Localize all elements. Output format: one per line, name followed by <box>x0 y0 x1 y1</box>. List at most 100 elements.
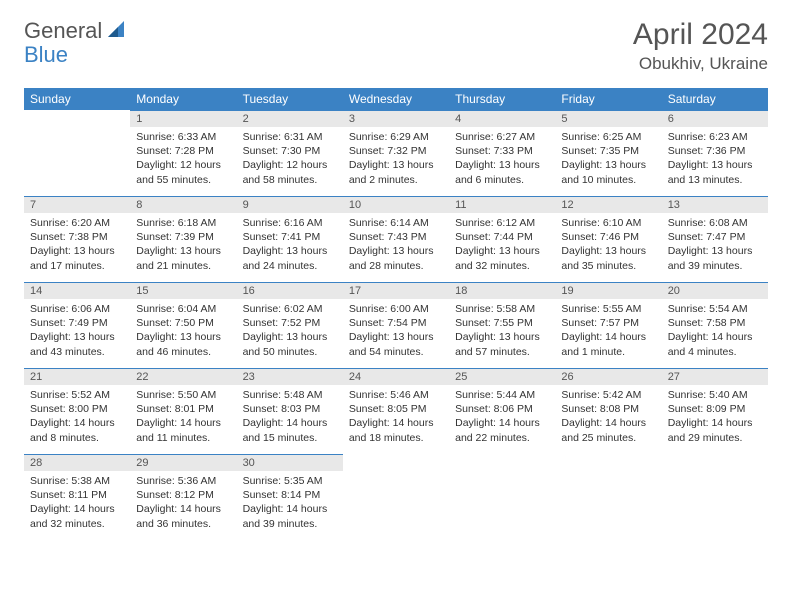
sunrise-text: Sunrise: 5:52 AM <box>30 388 124 402</box>
weekday-header: Wednesday <box>343 88 449 110</box>
day-content: Sunrise: 6:14 AMSunset: 7:43 PMDaylight:… <box>343 213 449 277</box>
day-content: Sunrise: 6:10 AMSunset: 7:46 PMDaylight:… <box>555 213 661 277</box>
daylight-text-2: and 10 minutes. <box>561 173 655 187</box>
day-content: Sunrise: 6:16 AMSunset: 7:41 PMDaylight:… <box>237 213 343 277</box>
sunset-text: Sunset: 8:03 PM <box>243 402 337 416</box>
daylight-text-1: Daylight: 13 hours <box>30 330 124 344</box>
day-content: Sunrise: 6:20 AMSunset: 7:38 PMDaylight:… <box>24 213 130 277</box>
daylight-text-1: Daylight: 14 hours <box>136 502 230 516</box>
sunset-text: Sunset: 7:54 PM <box>349 316 443 330</box>
sunrise-text: Sunrise: 6:27 AM <box>455 130 549 144</box>
daylight-text-1: Daylight: 13 hours <box>455 244 549 258</box>
day-content: Sunrise: 6:29 AMSunset: 7:32 PMDaylight:… <box>343 127 449 191</box>
calendar-day-cell: 20Sunrise: 5:54 AMSunset: 7:58 PMDayligh… <box>662 282 768 368</box>
sunrise-text: Sunrise: 6:06 AM <box>30 302 124 316</box>
daylight-text-1: Daylight: 14 hours <box>243 416 337 430</box>
day-content: Sunrise: 6:25 AMSunset: 7:35 PMDaylight:… <box>555 127 661 191</box>
sunrise-text: Sunrise: 6:33 AM <box>136 130 230 144</box>
sunrise-text: Sunrise: 6:20 AM <box>30 216 124 230</box>
sunset-text: Sunset: 8:12 PM <box>136 488 230 502</box>
calendar-day-cell: 23Sunrise: 5:48 AMSunset: 8:03 PMDayligh… <box>237 368 343 454</box>
daylight-text-2: and 36 minutes. <box>136 517 230 531</box>
calendar-week-row: 14Sunrise: 6:06 AMSunset: 7:49 PMDayligh… <box>24 282 768 368</box>
calendar-day-cell: 15Sunrise: 6:04 AMSunset: 7:50 PMDayligh… <box>130 282 236 368</box>
daylight-text-2: and 1 minute. <box>561 345 655 359</box>
sunset-text: Sunset: 7:28 PM <box>136 144 230 158</box>
daylight-text-1: Daylight: 14 hours <box>561 330 655 344</box>
day-content: Sunrise: 5:48 AMSunset: 8:03 PMDaylight:… <box>237 385 343 449</box>
sunset-text: Sunset: 7:50 PM <box>136 316 230 330</box>
daylight-text-1: Daylight: 14 hours <box>243 502 337 516</box>
day-content: Sunrise: 6:31 AMSunset: 7:30 PMDaylight:… <box>237 127 343 191</box>
sunrise-text: Sunrise: 6:18 AM <box>136 216 230 230</box>
sunrise-text: Sunrise: 5:50 AM <box>136 388 230 402</box>
weekday-header: Tuesday <box>237 88 343 110</box>
daylight-text-2: and 21 minutes. <box>136 259 230 273</box>
day-content: Sunrise: 5:54 AMSunset: 7:58 PMDaylight:… <box>662 299 768 363</box>
day-number: 2 <box>237 110 343 127</box>
daylight-text-2: and 43 minutes. <box>30 345 124 359</box>
day-number: 5 <box>555 110 661 127</box>
calendar-day-cell: 9Sunrise: 6:16 AMSunset: 7:41 PMDaylight… <box>237 196 343 282</box>
daylight-text-2: and 57 minutes. <box>455 345 549 359</box>
daylight-text-1: Daylight: 14 hours <box>30 416 124 430</box>
day-number: 26 <box>555 368 661 385</box>
day-number: 1 <box>130 110 236 127</box>
calendar-day-cell: 4Sunrise: 6:27 AMSunset: 7:33 PMDaylight… <box>449 110 555 196</box>
daylight-text-1: Daylight: 13 hours <box>349 244 443 258</box>
daylight-text-2: and 4 minutes. <box>668 345 762 359</box>
sunrise-text: Sunrise: 6:08 AM <box>668 216 762 230</box>
daylight-text-2: and 2 minutes. <box>349 173 443 187</box>
calendar-day-cell: 19Sunrise: 5:55 AMSunset: 7:57 PMDayligh… <box>555 282 661 368</box>
daylight-text-1: Daylight: 13 hours <box>243 330 337 344</box>
day-number: 9 <box>237 196 343 213</box>
daylight-text-1: Daylight: 14 hours <box>455 416 549 430</box>
day-number: 13 <box>662 196 768 213</box>
day-number: 6 <box>662 110 768 127</box>
title-block: April 2024 Obukhiv, Ukraine <box>633 18 768 74</box>
daylight-text-2: and 50 minutes. <box>243 345 337 359</box>
calendar-day-cell: 14Sunrise: 6:06 AMSunset: 7:49 PMDayligh… <box>24 282 130 368</box>
sunset-text: Sunset: 7:44 PM <box>455 230 549 244</box>
daylight-text-1: Daylight: 14 hours <box>349 416 443 430</box>
day-number: 27 <box>662 368 768 385</box>
sunrise-text: Sunrise: 6:23 AM <box>668 130 762 144</box>
daylight-text-2: and 22 minutes. <box>455 431 549 445</box>
day-number: 11 <box>449 196 555 213</box>
daylight-text-2: and 29 minutes. <box>668 431 762 445</box>
daylight-text-2: and 11 minutes. <box>136 431 230 445</box>
sunrise-text: Sunrise: 5:42 AM <box>561 388 655 402</box>
daylight-text-2: and 25 minutes. <box>561 431 655 445</box>
sunset-text: Sunset: 7:46 PM <box>561 230 655 244</box>
sunset-text: Sunset: 7:41 PM <box>243 230 337 244</box>
calendar-day-cell: 16Sunrise: 6:02 AMSunset: 7:52 PMDayligh… <box>237 282 343 368</box>
weekday-header: Sunday <box>24 88 130 110</box>
calendar-day-cell: 12Sunrise: 6:10 AMSunset: 7:46 PMDayligh… <box>555 196 661 282</box>
daylight-text-2: and 32 minutes. <box>455 259 549 273</box>
calendar-day-cell: 6Sunrise: 6:23 AMSunset: 7:36 PMDaylight… <box>662 110 768 196</box>
day-number: 7 <box>24 196 130 213</box>
sunrise-text: Sunrise: 5:46 AM <box>349 388 443 402</box>
daylight-text-2: and 24 minutes. <box>243 259 337 273</box>
calendar-day-cell: 21Sunrise: 5:52 AMSunset: 8:00 PMDayligh… <box>24 368 130 454</box>
daylight-text-1: Daylight: 14 hours <box>561 416 655 430</box>
daylight-text-1: Daylight: 12 hours <box>136 158 230 172</box>
day-number: 16 <box>237 282 343 299</box>
sunset-text: Sunset: 7:55 PM <box>455 316 549 330</box>
sunrise-text: Sunrise: 6:02 AM <box>243 302 337 316</box>
calendar-day-cell <box>662 454 768 540</box>
calendar-day-cell <box>449 454 555 540</box>
daylight-text-2: and 35 minutes. <box>561 259 655 273</box>
daylight-text-2: and 39 minutes. <box>668 259 762 273</box>
day-number: 25 <box>449 368 555 385</box>
sunset-text: Sunset: 7:38 PM <box>30 230 124 244</box>
daylight-text-1: Daylight: 13 hours <box>30 244 124 258</box>
daylight-text-2: and 17 minutes. <box>30 259 124 273</box>
daylight-text-2: and 32 minutes. <box>30 517 124 531</box>
sunset-text: Sunset: 7:33 PM <box>455 144 549 158</box>
sunset-text: Sunset: 7:36 PM <box>668 144 762 158</box>
daylight-text-1: Daylight: 12 hours <box>243 158 337 172</box>
calendar-body: 1Sunrise: 6:33 AMSunset: 7:28 PMDaylight… <box>24 110 768 540</box>
day-number: 28 <box>24 454 130 471</box>
sunset-text: Sunset: 8:14 PM <box>243 488 337 502</box>
